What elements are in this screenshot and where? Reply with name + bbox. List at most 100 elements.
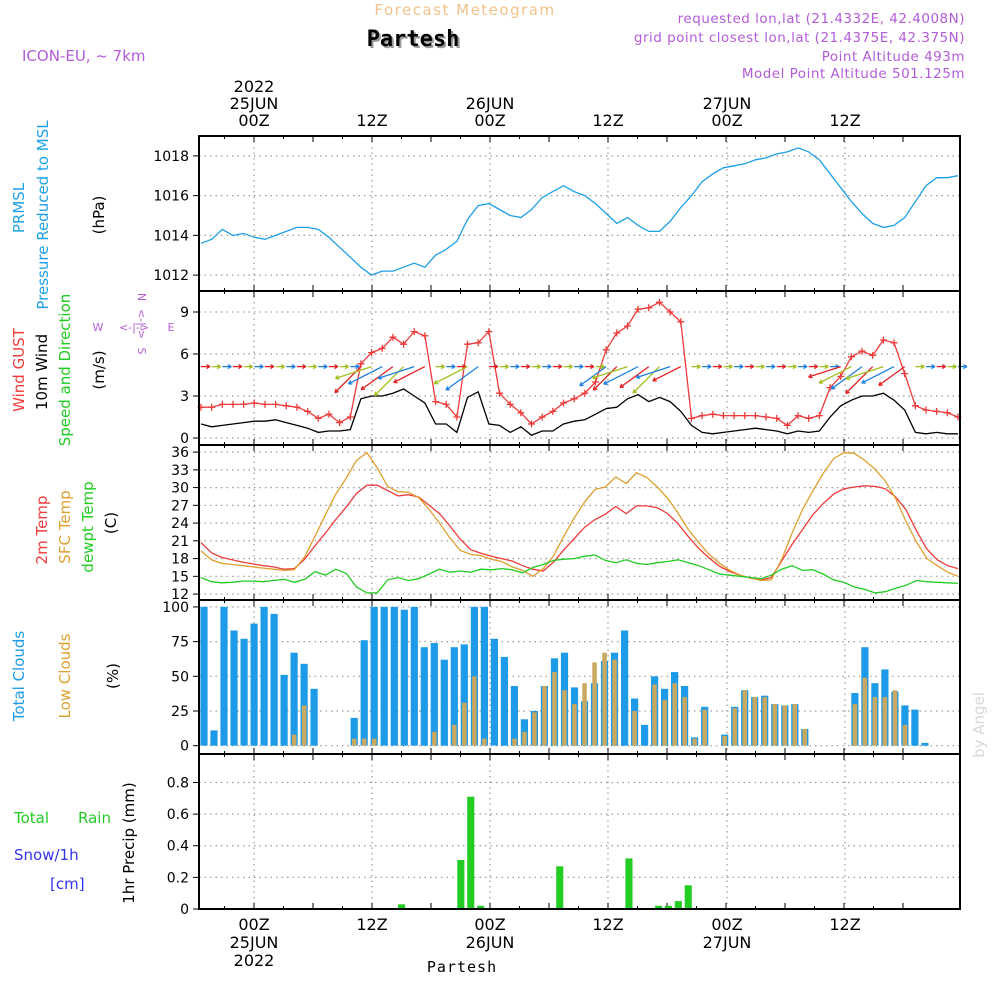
bar-rain bbox=[457, 860, 465, 909]
bar-low-clouds bbox=[742, 690, 747, 746]
gust-marker bbox=[325, 410, 333, 418]
gust-marker bbox=[517, 409, 525, 417]
wind-arrow-head bbox=[579, 381, 584, 387]
wind-arrow-head bbox=[377, 374, 383, 380]
bar-low-clouds bbox=[902, 724, 908, 746]
wind-arrow-head bbox=[941, 364, 946, 370]
wind-dir-label: Speed and Direction bbox=[56, 294, 74, 447]
compass-south: S bbox=[135, 348, 148, 355]
y-tick-label: 12 bbox=[171, 587, 189, 603]
wind-arrow-head bbox=[808, 373, 813, 379]
wind-arrow-head bbox=[590, 364, 595, 370]
y-tick-label: 50 bbox=[171, 669, 189, 685]
bottom-year: 2022 bbox=[234, 951, 275, 970]
y-tick-label: 25 bbox=[171, 704, 189, 720]
bar-total-clouds bbox=[440, 659, 448, 746]
top-hour-label: 00Z bbox=[474, 111, 505, 130]
requested-coords: requested lon,lat (21.4332E, 42.4008N) bbox=[678, 11, 965, 27]
wind-arrow-head bbox=[393, 378, 398, 384]
location-title-shadow: Partesh bbox=[369, 29, 462, 54]
wind-arrow-head bbox=[619, 383, 625, 389]
bottom-day-label: 27JUN bbox=[703, 933, 752, 952]
bar-total-clouds bbox=[260, 606, 268, 746]
footer-location: Partesh bbox=[427, 958, 497, 976]
gust-marker bbox=[357, 360, 365, 368]
y-tick-label: 0.4 bbox=[167, 839, 189, 855]
compass-arrow: <-|-> bbox=[119, 321, 149, 334]
gust-marker bbox=[698, 412, 706, 420]
gust-marker bbox=[304, 407, 312, 415]
bar-low-clouds bbox=[472, 676, 477, 746]
bar-total-clouds bbox=[380, 606, 388, 746]
wind-panel: 0 3 6 9 bbox=[180, 290, 968, 447]
pressure-label: Pressure Reduced to MSL bbox=[34, 120, 52, 310]
y-tick-label: 3 bbox=[180, 389, 189, 405]
gust-marker bbox=[762, 413, 770, 421]
dewpt-label: dewpt Temp bbox=[79, 481, 97, 572]
top-hour-label: 00Z bbox=[238, 111, 269, 130]
series-line-2m-temp bbox=[200, 484, 959, 581]
cloud-unit: (%) bbox=[104, 663, 122, 689]
gust-marker bbox=[453, 413, 461, 421]
bar-low-clouds bbox=[752, 697, 757, 746]
bar-total-clouds bbox=[641, 724, 649, 746]
gust-marker bbox=[570, 395, 578, 403]
top-hour-label: 12Z bbox=[356, 111, 387, 130]
pressure-side-labels: PRMSL Pressure Reduced to MSL (hPa) bbox=[10, 120, 108, 310]
bar-rain bbox=[674, 901, 682, 909]
wind-direction-arrow bbox=[861, 366, 895, 384]
bar-total-clouds bbox=[490, 638, 498, 746]
wind-arrow-head bbox=[600, 364, 605, 370]
y-tick-label: 0 bbox=[180, 431, 189, 447]
gust-marker bbox=[336, 419, 344, 427]
bar-low-clouds bbox=[722, 736, 727, 746]
gridpoint-coords: grid point closest lon,lat (21.4375E, 42… bbox=[634, 30, 965, 46]
gust-marker bbox=[922, 406, 930, 414]
top-time-axis: 2022 25JUN 00Z 12Z 26JUN 00Z 12Z 27JUN 0… bbox=[230, 77, 861, 130]
wind-arrow-head bbox=[280, 364, 285, 370]
top-day-label: 26JUN bbox=[466, 94, 515, 113]
wind-arrow-head bbox=[504, 364, 509, 370]
gust-marker bbox=[837, 372, 845, 380]
total-cloud-label: Total Clouds bbox=[10, 631, 28, 723]
bar-low-clouds bbox=[782, 705, 787, 746]
y-tick-label: 9 bbox=[180, 305, 189, 321]
bar-low-clouds bbox=[452, 724, 457, 746]
gust-marker bbox=[528, 420, 536, 428]
wind-arrow-head bbox=[760, 364, 765, 370]
y-tick-label: 36 bbox=[171, 445, 189, 461]
bar-low-clouds bbox=[562, 690, 567, 746]
gust-marker bbox=[794, 412, 802, 420]
wind-arrow-head bbox=[334, 364, 339, 370]
wind-arrow-head bbox=[824, 364, 829, 370]
wind-arrow-head bbox=[568, 364, 573, 370]
top-day-label: 27JUN bbox=[703, 94, 752, 113]
series-line-dewpt-temp bbox=[200, 554, 959, 594]
gust-marker bbox=[655, 298, 663, 306]
wind-arrow-head bbox=[845, 389, 850, 395]
wind-arrow-head bbox=[579, 364, 584, 370]
gust-marker bbox=[858, 347, 866, 355]
gust-marker bbox=[378, 344, 386, 352]
gust-marker bbox=[368, 349, 376, 357]
wind-direction-arrow bbox=[592, 365, 628, 379]
bar-total-clouds bbox=[270, 613, 278, 746]
pressure-panel: 1012 1014 1016 1018 bbox=[153, 135, 961, 292]
bar-total-clouds bbox=[360, 640, 368, 746]
wind-arrow-head bbox=[592, 374, 597, 380]
wind-arrow-head bbox=[652, 377, 657, 382]
bar-low-clouds bbox=[582, 683, 587, 746]
precip-panel: 0 0.2 0.4 0.6 0.8 bbox=[167, 753, 961, 918]
gust-marker bbox=[751, 412, 759, 420]
wind-arrow-head bbox=[206, 364, 211, 370]
y-tick-label: 100 bbox=[162, 600, 189, 616]
bar-total-clouds bbox=[300, 663, 308, 746]
wind-arrow-head bbox=[739, 364, 744, 370]
bar-total-clouds bbox=[280, 674, 288, 746]
bar-low-clouds bbox=[762, 697, 767, 746]
top-hour-label: 12Z bbox=[829, 111, 860, 130]
wind-arrow-head bbox=[558, 364, 563, 370]
compass-east: E bbox=[168, 321, 175, 334]
gust-marker bbox=[410, 328, 418, 336]
